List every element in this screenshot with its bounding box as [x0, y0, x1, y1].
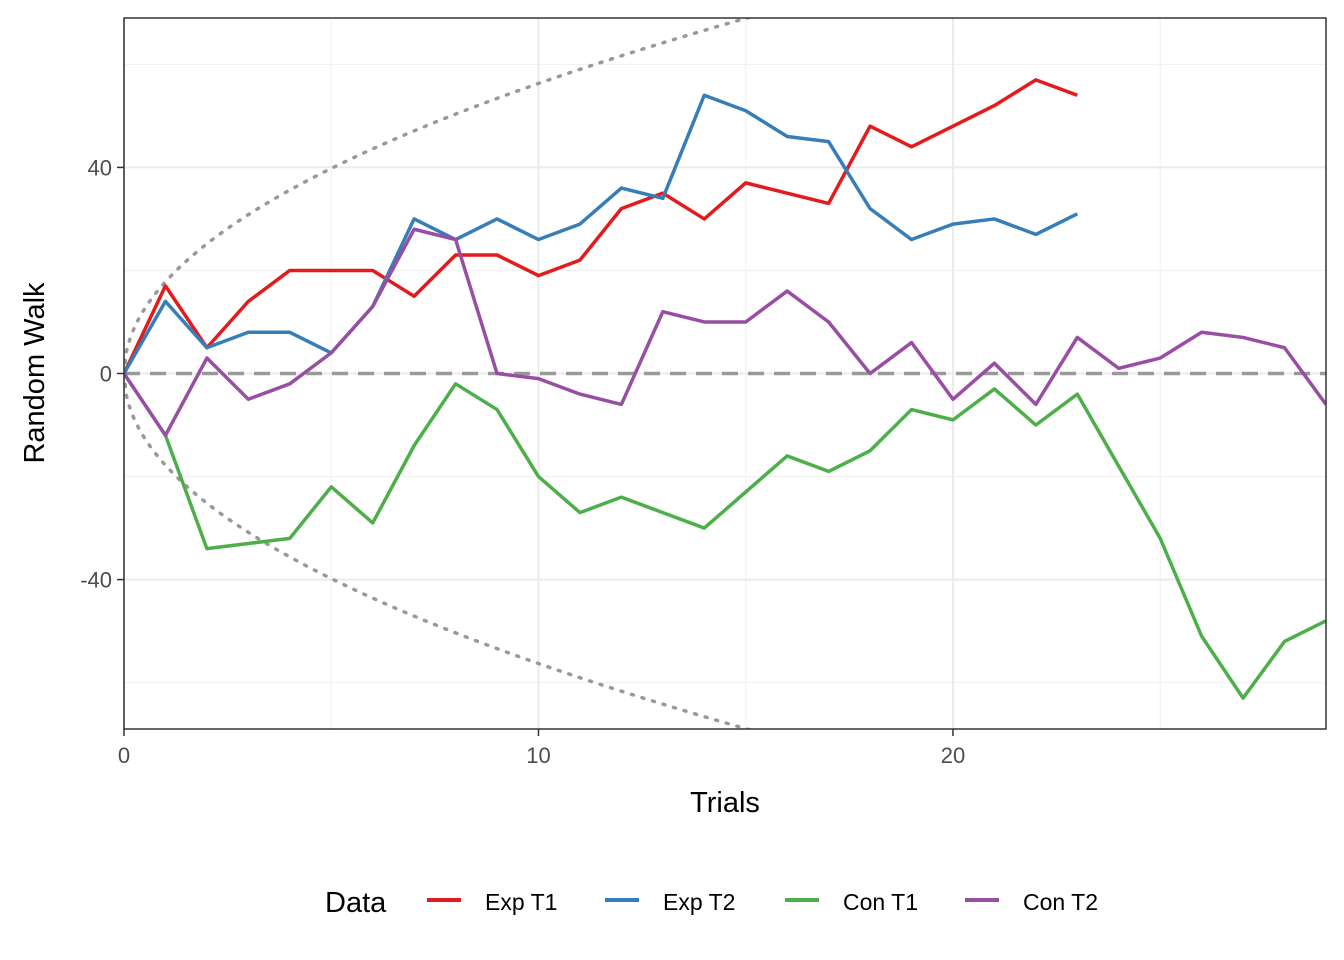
series-line-con-t1 [124, 372, 1326, 700]
x-axis-title: Trials [690, 787, 760, 819]
y-axis-ticks: -40 0 40 [80, 155, 124, 593]
y-axis-title: Random Walk [19, 282, 51, 464]
x-tick-label: 10 [526, 743, 550, 768]
series-line-con-t2 [124, 227, 1326, 438]
y-tick-label: -40 [80, 568, 112, 593]
x-tick-label: 0 [118, 743, 130, 768]
legend-title: Data [325, 887, 387, 919]
legend: Data Exp T1 Exp T2 Con T1 Con T2 [325, 887, 1098, 919]
reference-lines [124, 18, 1326, 729]
series-line-exp-t1 [124, 78, 1078, 375]
y-tick-label: 0 [100, 362, 112, 387]
legend-label: Exp T2 [663, 889, 735, 915]
legend-label: Con T1 [843, 889, 918, 915]
x-axis-ticks: 0 10 20 [118, 729, 965, 768]
legend-label: Exp T1 [485, 889, 557, 915]
x-tick-label: 20 [941, 743, 965, 768]
y-tick-label: 40 [88, 155, 112, 180]
series-line-exp-t2 [124, 93, 1079, 375]
legend-label: Con T2 [1023, 889, 1098, 915]
series-lines [124, 78, 1326, 700]
